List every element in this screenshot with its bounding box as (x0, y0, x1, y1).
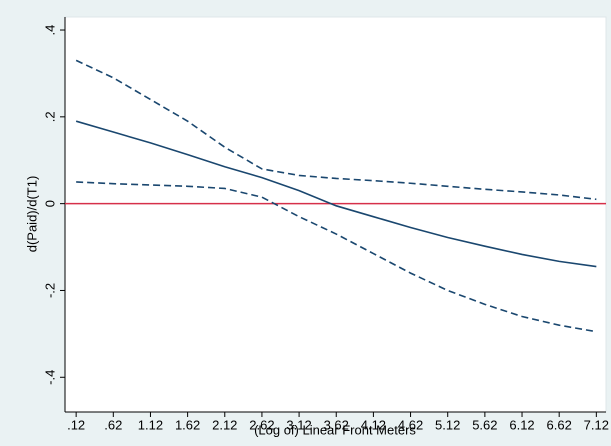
x-tick-label: 5.62 (472, 417, 497, 432)
x-tick-label: 5.12 (435, 417, 460, 432)
x-tick-label: 1.62 (175, 417, 200, 432)
x-tick-label: .12 (67, 417, 85, 432)
y-tick-label: -.2 (42, 283, 57, 298)
x-tick-label: .62 (104, 417, 122, 432)
x-tick-label: 3.62 (324, 417, 349, 432)
x-tick-label: 1.12 (138, 417, 163, 432)
x-tick-label: 4.12 (361, 417, 386, 432)
plot-area (64, 16, 607, 413)
y-tick-label: .4 (42, 25, 57, 36)
x-tick-label: 4.62 (398, 417, 423, 432)
line-series (76, 181, 597, 333)
line-series (75, 59, 597, 201)
x-tick-label: 3.12 (286, 417, 311, 432)
x-tick-label: 6.12 (509, 417, 534, 432)
y-tick-label: -.4 (42, 370, 57, 385)
y-tick-label: .2 (42, 111, 57, 122)
x-tick-label: 2.12 (212, 417, 237, 432)
y-tick-label: 0 (42, 200, 57, 207)
x-tick-label: 6.62 (547, 417, 572, 432)
x-axis-title: (Log of) Linear Front Meters (254, 422, 416, 437)
y-axis-title: d(Paid)/d(T1) (24, 176, 39, 253)
x-tick-label: 2.62 (249, 417, 274, 432)
line-series (75, 120, 597, 268)
x-tick-label: 7.12 (584, 417, 609, 432)
